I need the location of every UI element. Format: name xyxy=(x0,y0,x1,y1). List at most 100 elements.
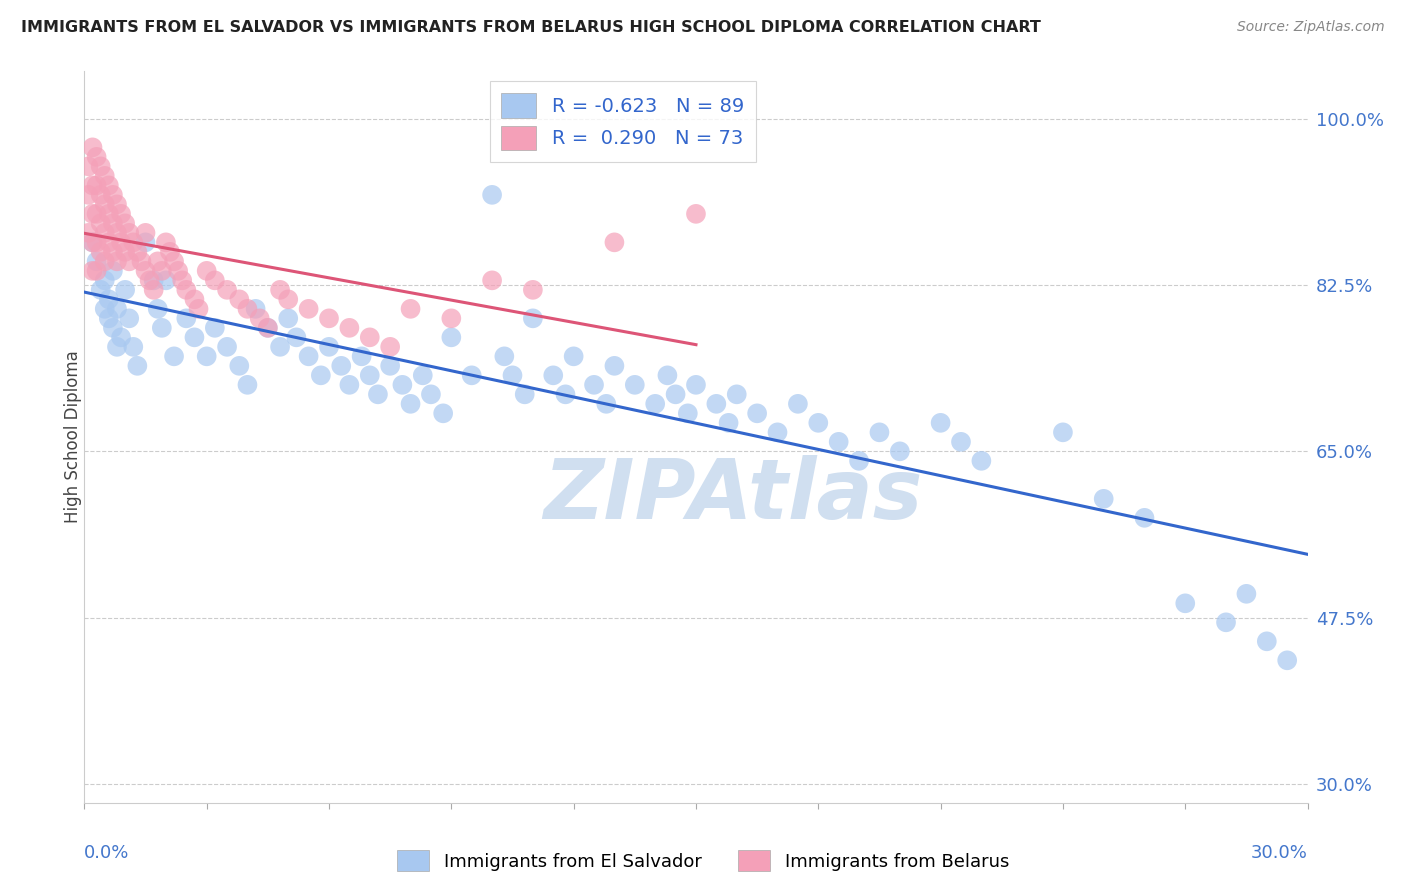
Point xyxy=(217,340,239,354)
Point xyxy=(1256,634,1278,648)
Point xyxy=(298,349,321,363)
Point xyxy=(285,330,308,344)
Point xyxy=(101,216,124,230)
Point xyxy=(339,377,361,392)
Point xyxy=(950,434,973,449)
Point xyxy=(228,359,250,373)
Point xyxy=(163,349,186,363)
Point xyxy=(174,311,197,326)
Point xyxy=(828,434,851,449)
Point xyxy=(97,207,120,221)
Point xyxy=(595,397,617,411)
Point xyxy=(217,283,239,297)
Point xyxy=(97,178,120,193)
Point xyxy=(82,140,104,154)
Point xyxy=(766,425,789,440)
Point xyxy=(807,416,830,430)
Point xyxy=(118,226,141,240)
Point xyxy=(195,349,218,363)
Point xyxy=(889,444,911,458)
Point xyxy=(167,264,190,278)
Point xyxy=(502,368,524,383)
Point xyxy=(105,197,128,211)
Point xyxy=(236,377,259,392)
Point xyxy=(97,311,120,326)
Point xyxy=(90,187,112,202)
Point xyxy=(183,330,205,344)
Point xyxy=(110,330,132,344)
Point xyxy=(86,178,108,193)
Point xyxy=(562,349,585,363)
Point xyxy=(717,416,740,430)
Point xyxy=(97,235,120,250)
Point xyxy=(359,368,381,383)
Point xyxy=(725,387,748,401)
Point xyxy=(86,207,108,221)
Point xyxy=(105,254,128,268)
Y-axis label: High School Diploma: High School Diploma xyxy=(65,351,82,524)
Point xyxy=(82,207,104,221)
Point xyxy=(127,359,149,373)
Point xyxy=(269,283,291,297)
Point xyxy=(90,244,112,259)
Point xyxy=(603,359,626,373)
Point xyxy=(277,293,299,307)
Point xyxy=(101,264,124,278)
Point xyxy=(440,311,463,326)
Point xyxy=(522,283,544,297)
Point xyxy=(110,235,132,250)
Point xyxy=(543,368,565,383)
Point xyxy=(105,301,128,316)
Point xyxy=(86,150,108,164)
Point xyxy=(1052,425,1074,440)
Point xyxy=(318,311,340,326)
Point xyxy=(461,368,484,383)
Point xyxy=(970,454,993,468)
Point xyxy=(399,301,422,316)
Point xyxy=(298,301,321,316)
Point xyxy=(1092,491,1115,506)
Point xyxy=(391,377,413,392)
Point xyxy=(77,187,100,202)
Point xyxy=(330,359,353,373)
Point xyxy=(82,235,104,250)
Point xyxy=(685,207,707,221)
Point xyxy=(269,340,291,354)
Point xyxy=(245,301,267,316)
Point xyxy=(93,226,115,240)
Point xyxy=(86,235,108,250)
Point xyxy=(90,216,112,230)
Point xyxy=(204,321,226,335)
Point xyxy=(82,178,104,193)
Point xyxy=(142,283,165,297)
Point xyxy=(644,397,666,411)
Point xyxy=(174,283,197,297)
Point xyxy=(101,187,124,202)
Point xyxy=(155,235,177,250)
Text: 30.0%: 30.0% xyxy=(1251,845,1308,863)
Point xyxy=(1133,511,1156,525)
Point xyxy=(86,254,108,268)
Point xyxy=(420,387,443,401)
Point xyxy=(163,254,186,268)
Point xyxy=(127,244,149,259)
Point xyxy=(236,301,259,316)
Point xyxy=(929,416,952,430)
Point xyxy=(249,311,271,326)
Point xyxy=(122,340,145,354)
Point xyxy=(513,387,536,401)
Point xyxy=(309,368,332,383)
Point xyxy=(380,340,402,354)
Point xyxy=(257,321,280,335)
Point xyxy=(1236,587,1258,601)
Point xyxy=(554,387,576,401)
Point xyxy=(150,264,173,278)
Point xyxy=(77,226,100,240)
Point xyxy=(1174,596,1197,610)
Point xyxy=(848,454,870,468)
Point xyxy=(105,226,128,240)
Point xyxy=(412,368,434,383)
Point xyxy=(481,273,503,287)
Point xyxy=(494,349,516,363)
Point xyxy=(440,330,463,344)
